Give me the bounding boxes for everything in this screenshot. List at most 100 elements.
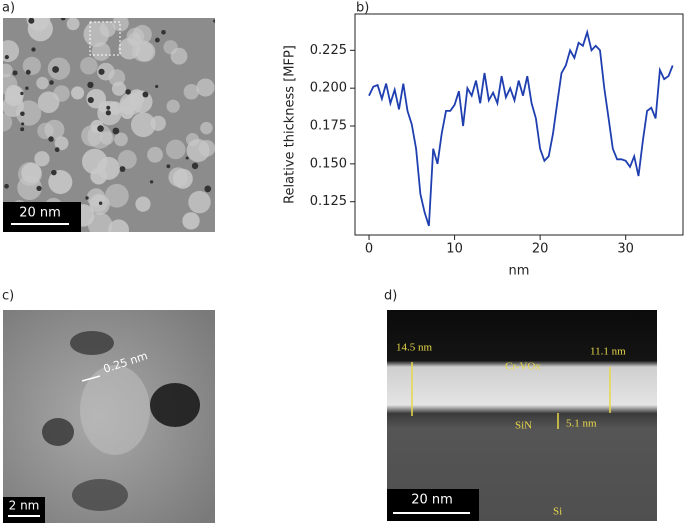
y-tick-label: 0.175 <box>310 119 347 134</box>
scale-label: 2 nm <box>9 499 40 513</box>
pore <box>54 147 60 153</box>
grain <box>135 196 151 212</box>
pore <box>204 185 212 193</box>
grain <box>166 99 180 113</box>
pore <box>97 125 104 132</box>
grain <box>91 42 111 61</box>
grain <box>128 89 145 106</box>
pore <box>185 156 189 160</box>
pore <box>4 55 9 60</box>
panel-label: b) <box>356 1 369 16</box>
grain <box>108 69 126 87</box>
lattice-marker <box>81 375 101 382</box>
pore <box>36 185 42 191</box>
scale-box <box>3 202 81 232</box>
grain <box>54 136 69 151</box>
grain <box>170 47 188 65</box>
pore <box>142 91 149 98</box>
pore <box>48 136 54 142</box>
grain <box>36 76 49 90</box>
pore <box>20 111 25 117</box>
pore <box>20 127 25 132</box>
pore <box>52 66 59 73</box>
micrograph <box>387 310 657 521</box>
pore <box>149 180 154 184</box>
grain <box>44 119 65 140</box>
y-tick-label: 0.200 <box>310 81 347 96</box>
grain <box>172 168 193 189</box>
pore <box>155 84 159 89</box>
annotation: SiN <box>515 420 532 432</box>
grain <box>118 37 141 60</box>
annotation: 11.1 nm <box>590 346 626 358</box>
pore <box>31 47 36 52</box>
pore <box>191 162 199 170</box>
grain <box>34 151 50 167</box>
grain <box>147 146 163 163</box>
grain <box>104 183 129 208</box>
y-axis-label: Relative thickness [MFP] <box>283 45 298 204</box>
line <box>368 28 674 227</box>
pore <box>21 122 25 126</box>
grain <box>183 83 200 100</box>
grain <box>21 162 42 184</box>
x-tick-label: 30 <box>617 242 634 257</box>
pore <box>154 37 160 43</box>
grain <box>47 57 71 80</box>
x-tick-label: 10 <box>446 242 463 257</box>
pore <box>20 91 24 96</box>
pore <box>4 183 9 189</box>
pore <box>98 68 105 75</box>
grain <box>3 63 13 78</box>
panel-label: a) <box>2 1 15 16</box>
pore <box>25 86 29 90</box>
grain <box>86 88 106 109</box>
grain <box>22 56 41 76</box>
pore <box>119 166 126 172</box>
pore <box>87 96 94 104</box>
grain <box>87 124 113 149</box>
grain <box>188 190 211 214</box>
pore <box>28 18 35 24</box>
pore <box>105 110 111 116</box>
grain <box>66 18 80 31</box>
grain <box>80 57 98 75</box>
grain <box>117 149 137 169</box>
pore <box>125 89 131 95</box>
grain <box>3 73 18 95</box>
scale-box <box>3 497 45 523</box>
grain <box>71 86 85 100</box>
plot-frame <box>354 13 684 236</box>
annotation: 14.5 nm <box>396 342 433 354</box>
annotation: Si <box>553 506 562 518</box>
panel-label: c) <box>2 289 14 304</box>
annotation: Cr-VOx <box>505 361 541 373</box>
grain <box>108 219 129 232</box>
y-tick-label: 0.125 <box>310 194 347 209</box>
pore <box>166 164 171 169</box>
grain <box>112 18 129 32</box>
grain <box>48 170 73 195</box>
grain <box>200 121 213 135</box>
scale-box <box>387 489 479 521</box>
grain <box>89 193 108 212</box>
pore <box>106 105 111 110</box>
pore <box>213 19 215 23</box>
grain <box>83 21 110 47</box>
pore <box>25 69 31 75</box>
pore <box>87 81 94 88</box>
pore <box>98 201 103 205</box>
pore <box>85 196 89 200</box>
grain <box>182 212 200 230</box>
grain <box>130 112 156 138</box>
scale-label: 20 nm <box>411 493 453 508</box>
grain <box>196 78 215 97</box>
grain <box>53 85 70 102</box>
panel-label: d) <box>384 289 397 304</box>
pore <box>51 169 57 176</box>
scale-label: 20 nm <box>19 206 61 221</box>
grain <box>3 113 13 132</box>
x-tick-label: 20 <box>532 242 549 257</box>
